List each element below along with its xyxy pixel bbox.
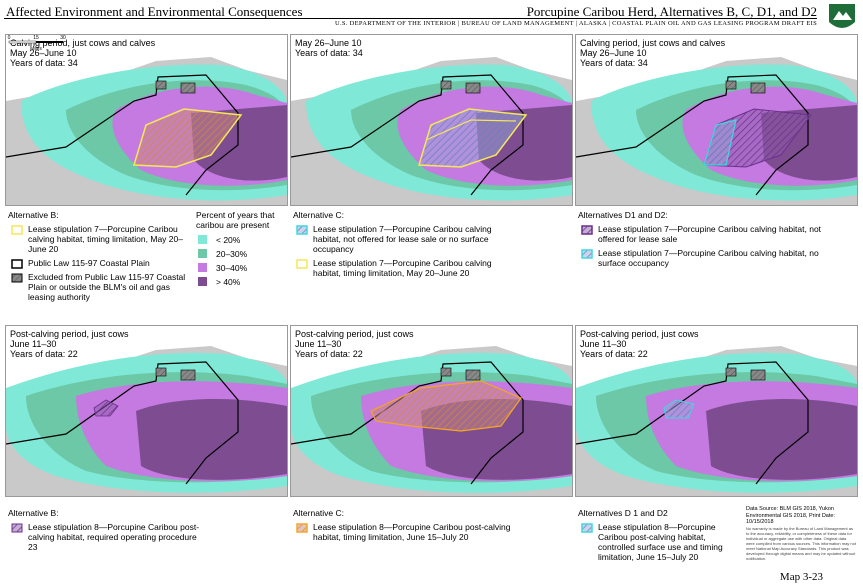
- section-title: Affected Environment and Environmental C…: [6, 4, 303, 19]
- legend-label: Lease stipulation 7—Porcupine Caribou ca…: [28, 224, 183, 254]
- panel-title: Post-calving period, just cows: [10, 329, 129, 339]
- legend-label: Lease stipulation 8—Porcupine Caribou po…: [313, 522, 511, 542]
- legend-heading: Alternative B:: [8, 508, 59, 518]
- map: [576, 35, 857, 205]
- header-rule: [4, 18, 817, 19]
- legend: Alternative C: Lease stipulation 8—Porcu…: [293, 508, 513, 546]
- map-panel: May 26–June 10 Years of data: 34: [290, 34, 573, 206]
- panel-dates: May 26–June 10: [295, 38, 362, 48]
- legend-item: Excluded from Public Law 115-97 Coastal …: [8, 272, 188, 302]
- panel-years: Years of data: 22: [10, 349, 78, 359]
- legend: Alternative B: Lease stipulation 8—Porcu…: [8, 508, 208, 556]
- percent-legend: Percent of years that caribou are presen…: [196, 210, 286, 289]
- panel-dates: May 26–June 10: [10, 48, 77, 58]
- map: [291, 326, 572, 496]
- legend: Alternatives D1 and D2: Lease stipulatio…: [578, 210, 823, 272]
- legend-label: Lease stipulation 7—Porcupine Caribou ca…: [598, 248, 819, 268]
- legend-item: Lease stipulation 8—Porcupine Caribou po…: [578, 522, 738, 562]
- map-panel: Post-calving period, just cows June 11–30…: [575, 325, 858, 497]
- legend-label: Excluded from Public Law 115-97 Coastal …: [28, 272, 186, 302]
- panel-dates: June 11–30: [295, 339, 342, 349]
- legend-heading: Alternative B:: [8, 210, 59, 220]
- panel-title: Calving period, just cows and calves: [580, 38, 726, 48]
- percent-legend-title: Percent of years that caribou are presen…: [196, 210, 275, 230]
- legend-label: Public Law 115-97 Coastal Plain: [28, 258, 150, 268]
- legend-label: Lease stipulation 7—Porcupine Caribou ca…: [313, 224, 492, 254]
- panel-years: Years of data: 34: [295, 48, 363, 58]
- scale-tick: 15: [33, 35, 39, 41]
- legend-item: Public Law 115-97 Coastal Plain: [8, 258, 188, 269]
- panel-years: Years of data: 22: [580, 349, 648, 359]
- legend-label: Lease stipulation 8—Porcupine Caribou po…: [28, 522, 200, 552]
- agency-line: U.S. DEPARTMENT OF THE INTERIOR | BUREAU…: [334, 20, 817, 27]
- legend: Alternatives D 1 and D2 Lease stipulatio…: [578, 508, 738, 566]
- legend: Alternative B: Lease stipulation 7—Porcu…: [8, 210, 188, 306]
- legend: Alternative C: Lease stipulation 7—Porcu…: [293, 210, 508, 282]
- panel-dates: May 26–June 10: [580, 48, 647, 58]
- map: [6, 35, 287, 205]
- legend-item: Lease stipulation 7—Porcupine Caribou ca…: [578, 248, 823, 268]
- map: [576, 326, 857, 496]
- panel-years: Years of data: 22: [295, 349, 363, 359]
- legend-label: Lease stipulation 7—Porcupine Caribou ca…: [313, 258, 492, 278]
- legend-item: Lease stipulation 8—Porcupine Caribou po…: [293, 522, 513, 542]
- legend-label: Lease stipulation 7—Porcupine Caribou ca…: [598, 224, 822, 244]
- scale-tick: 0: [8, 35, 11, 41]
- map-panel: Calving period, just cows and calves May …: [5, 34, 288, 206]
- class-label: 30–40%: [216, 263, 248, 273]
- legend-item: Lease stipulation 7—Porcupine Caribou ca…: [578, 224, 823, 244]
- scale-unit: Miles: [30, 46, 42, 52]
- panel-title: Calving period, just cows and calves: [10, 38, 156, 48]
- legend-heading: Alternatives D 1 and D2: [578, 508, 668, 518]
- legend-heading: Alternatives D1 and D2:: [578, 210, 668, 220]
- panel-years: Years of data: 34: [10, 58, 78, 68]
- data-source: Data Source: BLM GIS 2018, Yukon Environ…: [746, 506, 835, 525]
- panel-dates: June 11–30: [580, 339, 627, 349]
- disclaimer: No warranty is made by the Bureau of Lan…: [746, 526, 856, 561]
- panel-title: Post-calving period, just cows: [580, 329, 699, 339]
- class-label: > 40%: [216, 277, 241, 287]
- panel-years: Years of data: 34: [580, 58, 648, 68]
- legend-label: Lease stipulation 8—Porcupine Caribou po…: [598, 522, 723, 562]
- legend-heading: Alternative C:: [293, 508, 345, 518]
- map-panel: Post-calving period, just cows June 11–30…: [290, 325, 573, 497]
- map-panel: Calving period, just cows and calves May …: [575, 34, 858, 206]
- map-number: Map 3-23: [779, 571, 823, 583]
- legend-item: Lease stipulation 8—Porcupine Caribou po…: [8, 522, 208, 552]
- map: [291, 35, 572, 205]
- legend-item: Lease stipulation 7—Porcupine Caribou ca…: [293, 258, 508, 278]
- legend-heading: Alternative C:: [293, 210, 345, 220]
- class-label: < 20%: [216, 235, 241, 245]
- scale-tick: 30: [60, 35, 66, 41]
- map: [6, 326, 287, 496]
- class-label: 20–30%: [216, 249, 248, 259]
- page-title: Porcupine Caribou Herd, Alternatives B, …: [526, 4, 817, 19]
- legend-item: Lease stipulation 7—Porcupine Caribou ca…: [293, 224, 508, 254]
- legend-item: Lease stipulation 7—Porcupine Caribou ca…: [8, 224, 188, 254]
- blm-logo: [829, 4, 855, 28]
- panel-title: Post-calving period, just cows: [295, 329, 414, 339]
- panel-dates: June 11–30: [10, 339, 57, 349]
- map-panel: Post-calving period, just cows June 11–30…: [5, 325, 288, 497]
- scale-bar: 0 15 30 Miles: [8, 35, 66, 52]
